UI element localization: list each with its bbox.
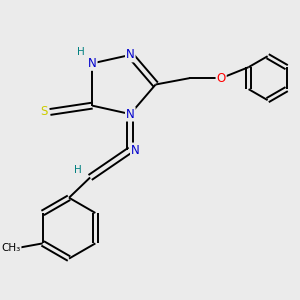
Text: N: N <box>126 108 135 121</box>
Text: S: S <box>40 106 47 118</box>
Text: N: N <box>131 143 140 157</box>
Text: H: H <box>74 165 82 175</box>
Text: CH₃: CH₃ <box>1 243 21 253</box>
Text: H: H <box>76 46 84 56</box>
Text: O: O <box>217 72 226 85</box>
Text: N: N <box>88 57 97 70</box>
Text: N: N <box>126 48 135 62</box>
